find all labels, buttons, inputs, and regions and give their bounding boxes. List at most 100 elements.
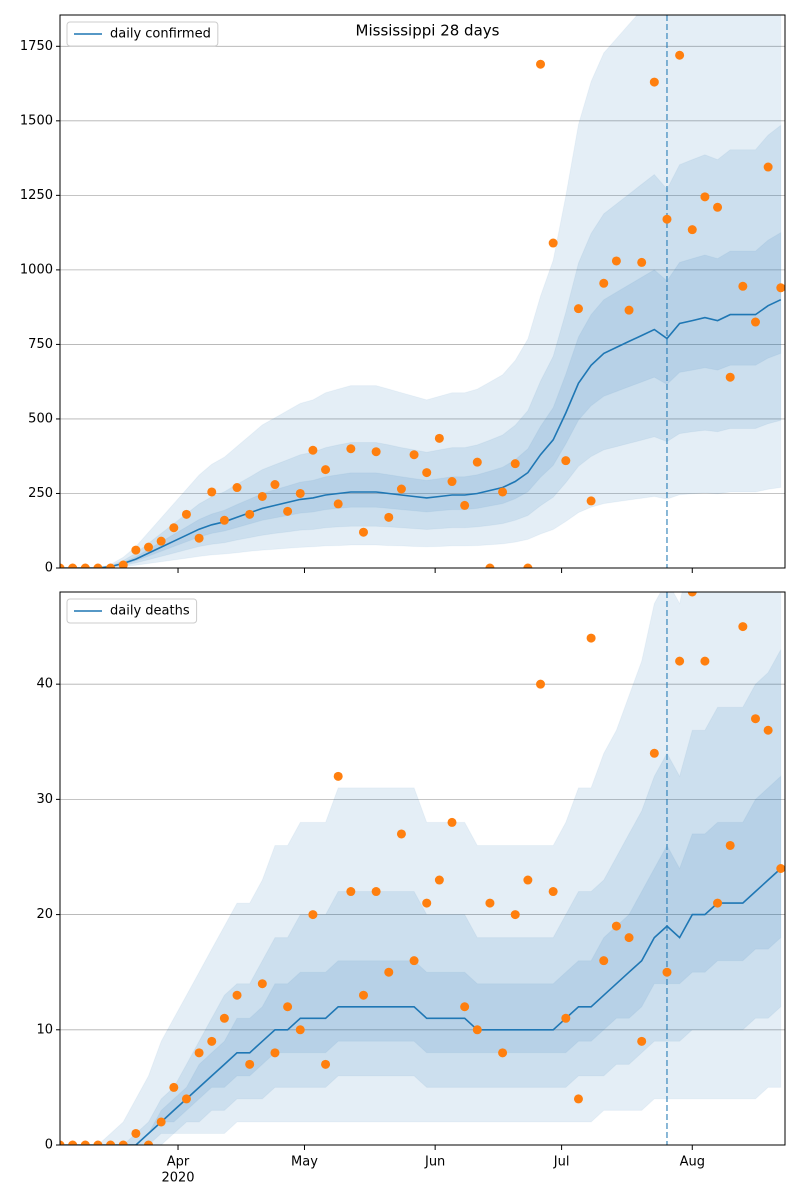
observed-point (232, 483, 242, 493)
chart-title: Mississippi 28 days (356, 22, 500, 40)
observed-point (750, 714, 760, 724)
observed-point (637, 257, 647, 267)
observed-point (675, 50, 685, 60)
observed-point (510, 459, 520, 469)
observed-point (358, 990, 368, 1000)
observed-point (536, 59, 546, 69)
observed-point (396, 484, 406, 494)
observed-point (270, 480, 280, 490)
observed-point (118, 560, 128, 568)
observed-point (687, 592, 697, 597)
observed-point (523, 563, 533, 568)
observed-point (257, 979, 267, 989)
x-tick-label: May (291, 1155, 318, 1170)
y-tick-label: 1000 (20, 262, 53, 277)
observed-point (232, 990, 242, 1000)
observed-point (586, 496, 596, 506)
observed-point (750, 317, 760, 327)
observed-point (624, 305, 634, 315)
band (60, 124, 782, 568)
observed-point (60, 563, 65, 568)
observed-point (169, 1082, 179, 1092)
observed-point (713, 202, 723, 212)
axes-frame (59, 14, 786, 569)
observed-point (358, 527, 368, 537)
observed-point (662, 214, 672, 224)
observed-point (738, 281, 748, 291)
observed-point (599, 956, 609, 966)
observed-point (321, 1059, 331, 1069)
observed-point (245, 1059, 255, 1069)
y-tick-label: 0 (45, 1138, 53, 1153)
observed-point (409, 956, 419, 966)
observed-point (283, 506, 293, 516)
observed-point (80, 1140, 90, 1145)
observed-point (295, 488, 305, 498)
observed-point (573, 304, 583, 314)
y-tick-label: 0 (45, 561, 53, 576)
plot-area (60, 15, 785, 568)
observed-point (611, 256, 621, 266)
observed-point (93, 1140, 103, 1145)
observed-point (675, 656, 685, 666)
axes-frame (59, 591, 786, 1146)
observed-point (60, 1140, 65, 1145)
observed-point (181, 1094, 191, 1104)
observed-point (283, 1002, 293, 1012)
legend-box (66, 21, 219, 47)
observed-point (700, 656, 710, 666)
observed-point (447, 817, 457, 827)
observed-point (68, 563, 78, 568)
legend-label: daily deaths (110, 604, 190, 619)
y-tick-label: 500 (28, 411, 53, 426)
observed-point (472, 457, 482, 467)
observed-point (144, 542, 154, 552)
observed-point (131, 1128, 141, 1138)
observed-point (422, 468, 432, 478)
observed-point (257, 491, 267, 501)
observed-point (333, 499, 343, 509)
observed-point (548, 238, 558, 248)
observed-point (131, 545, 141, 555)
observed-point (713, 898, 723, 908)
observed-point (346, 444, 356, 454)
observed-point (763, 725, 773, 735)
observed-point (561, 1013, 571, 1023)
observed-point (460, 500, 470, 510)
plot-area (60, 592, 785, 1145)
observed-point (194, 533, 204, 543)
x-tick-label: Jun (424, 1155, 445, 1170)
band (60, 649, 782, 1145)
observed-point (700, 192, 710, 202)
observed-point (219, 1013, 229, 1023)
observed-point (371, 447, 381, 457)
observed-point (776, 283, 785, 293)
observed-point (106, 1140, 116, 1145)
band (60, 592, 782, 1145)
observed-point (649, 77, 659, 87)
observed-point (472, 1025, 482, 1035)
observed-point (687, 225, 697, 235)
observed-point (498, 1048, 508, 1058)
observed-point (447, 477, 457, 487)
observed-point (308, 910, 318, 920)
observed-point (169, 523, 179, 533)
observed-point (536, 679, 546, 689)
observed-point (245, 509, 255, 519)
band (60, 231, 782, 568)
y-tick-label: 30 (36, 792, 53, 807)
observed-point (194, 1048, 204, 1058)
band (60, 15, 782, 568)
observed-point (156, 1117, 166, 1127)
observed-point (573, 1094, 583, 1104)
y-tick-label: 20 (36, 907, 53, 922)
observed-point (207, 1036, 217, 1046)
observed-point (523, 875, 533, 885)
y-tick-label: 1750 (20, 39, 53, 54)
observed-point (295, 1025, 305, 1035)
observed-point (422, 898, 432, 908)
observed-point (384, 512, 394, 522)
observed-point (181, 509, 191, 519)
observed-point (384, 967, 394, 977)
